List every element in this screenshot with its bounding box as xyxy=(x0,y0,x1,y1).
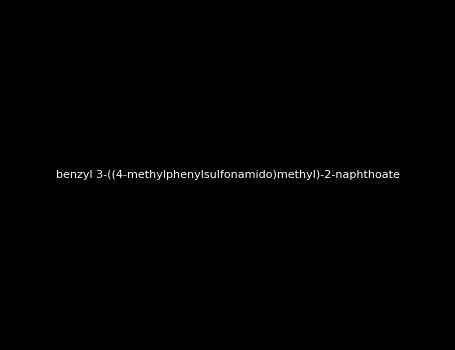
Text: benzyl 3-((4-methylphenylsulfonamido)methyl)-2-naphthoate: benzyl 3-((4-methylphenylsulfonamido)met… xyxy=(56,170,399,180)
